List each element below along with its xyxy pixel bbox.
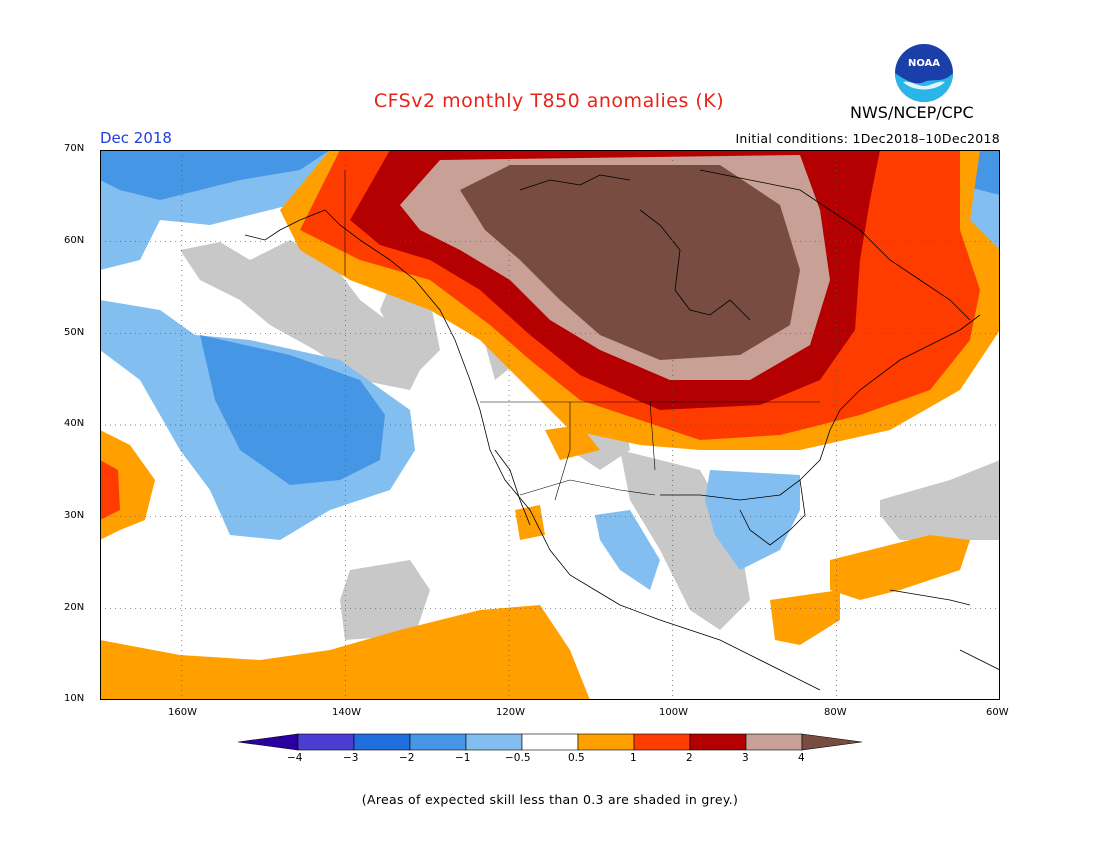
warm-anomaly-region [100, 460, 120, 520]
colorbar-label: 3 [742, 752, 749, 764]
lon-label: 160W [168, 707, 197, 718]
colorbar [238, 733, 862, 751]
lat-label: 40N [64, 418, 85, 429]
political-borders [344, 170, 820, 501]
grey-region [380, 285, 440, 380]
lon-label: 140W [332, 707, 361, 718]
lat-label: 20N [64, 602, 85, 613]
blue-anomaly-region [200, 335, 385, 485]
agency-label: NWS/NCEP/CPC [850, 103, 974, 122]
anomaly-field-layer [100, 150, 1000, 700]
colorbar-label: 4 [798, 752, 805, 764]
noaa-logo: NOAA [895, 44, 953, 102]
chart-title: CFSv2 monthly T850 anomalies (K) [373, 90, 725, 112]
colorbar-bin [521, 733, 579, 751]
colorbar-bin [353, 733, 411, 751]
colorbar-label: −2 [399, 752, 415, 764]
colorbar-label: 2 [686, 752, 693, 764]
colorbar-bin [409, 733, 467, 751]
colorbar-low-arrow [238, 733, 299, 751]
colorbar-label: 1 [630, 752, 637, 764]
lat-label: 50N [64, 327, 85, 338]
colorbar-bin [745, 733, 803, 751]
lat-label: 30N [64, 510, 85, 521]
lon-label: 60W [986, 707, 1009, 718]
colorbar-bin [633, 733, 691, 751]
colorbar-label: −0.5 [505, 752, 531, 764]
blue-anomaly-region [100, 150, 330, 200]
skill-footnote: (Areas of expected skill less than 0.3 a… [361, 792, 739, 807]
map-frame [100, 150, 1000, 700]
forecast-month: Dec 2018 [100, 129, 172, 147]
warm-anomaly-region [830, 535, 970, 600]
noaa-logo-text: NOAA [908, 58, 940, 69]
lat-label: 10N [64, 693, 85, 704]
colorbar-label: −3 [343, 752, 359, 764]
grey-region [620, 450, 750, 630]
warm-anomaly-region [545, 425, 600, 460]
gridlines [100, 150, 1000, 700]
anomaly-map [100, 150, 1000, 700]
lon-label: 120W [496, 707, 525, 718]
colorbar-bin [465, 733, 523, 751]
lon-label: 100W [659, 707, 688, 718]
coastlines [244, 169, 1000, 691]
colorbar-bin [577, 733, 635, 751]
colorbar-high-arrow [801, 733, 862, 751]
blue-anomaly-region [595, 510, 660, 590]
colorbar-bin [297, 733, 355, 751]
warm-anomaly-region [515, 505, 545, 540]
colorbar-label: −1 [455, 752, 471, 764]
initial-conditions: Initial conditions: 1Dec2018–10Dec2018 [735, 131, 1000, 146]
lat-label: 60N [64, 235, 85, 246]
warm-anomaly-region [100, 605, 590, 700]
colorbar-label: 0.5 [568, 752, 585, 764]
blue-anomaly-region [705, 470, 800, 570]
warm-anomaly-region [770, 590, 840, 645]
grey-region [880, 460, 1000, 540]
lon-label: 80W [824, 707, 847, 718]
colorbar-label: −4 [287, 752, 303, 764]
grey-region [340, 560, 430, 640]
colorbar-bin [689, 733, 747, 751]
grey-region [180, 240, 430, 390]
lat-label: 70N [64, 143, 85, 154]
